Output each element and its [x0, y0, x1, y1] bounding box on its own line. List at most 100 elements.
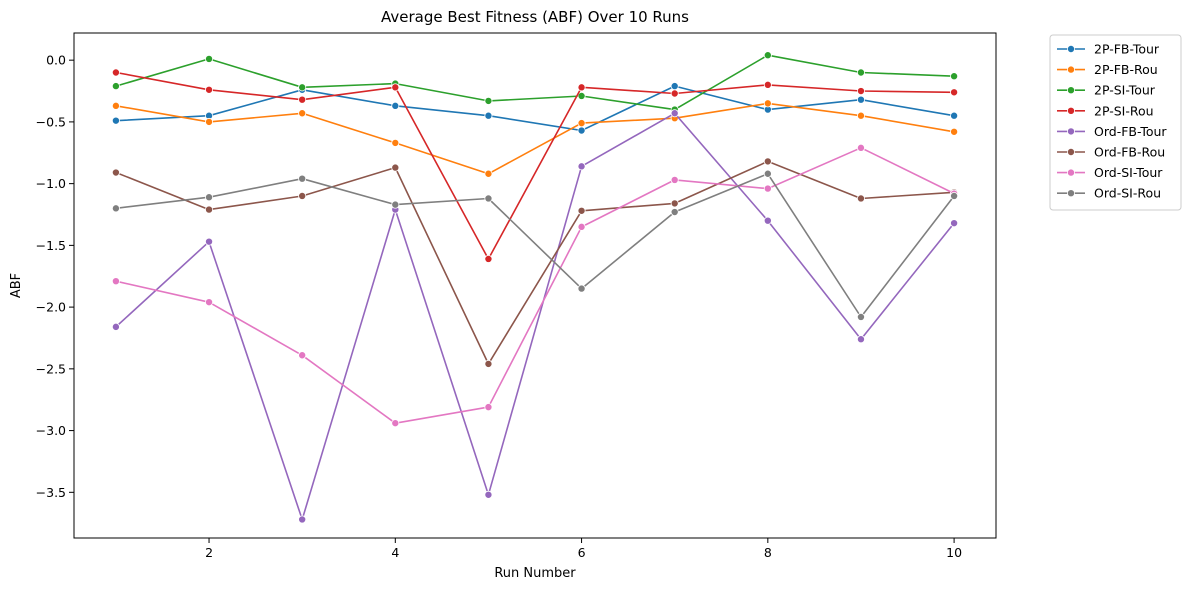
data-point [856, 312, 865, 321]
series-line [115, 112, 955, 521]
axes: 2 4 6 8 10 0.0 −0.5 −1.0 −1.5 −2.0 −2.5 −3.0 −3.5 [36, 32, 997, 560]
data-point [205, 237, 214, 246]
legend-swatch-marker [1067, 189, 1076, 198]
data-point [484, 490, 493, 499]
data-point [391, 419, 400, 428]
data-point [484, 194, 493, 203]
data-point [484, 254, 493, 263]
legend-frame [1049, 34, 1182, 211]
data-point [111, 82, 120, 91]
data-point [111, 116, 120, 125]
y-tick-label: −0.5 [36, 114, 66, 129]
data-point [670, 208, 679, 217]
data-point [298, 109, 307, 118]
data-point [391, 83, 400, 92]
data-point [298, 515, 307, 524]
legend-item: 2P-FB-Tour [1057, 42, 1160, 57]
data-point [950, 88, 959, 97]
y-tick-label: −3.0 [36, 423, 66, 438]
legend-label: 2P-FB-Tour [1094, 42, 1160, 57]
data-point [298, 351, 307, 360]
data-point [391, 200, 400, 209]
y-tick-label: −1.5 [36, 238, 66, 253]
data-point [298, 174, 307, 183]
legend-item: 2P-SI-Tour [1057, 83, 1156, 98]
data-point [484, 96, 493, 105]
legend-label: Ord-SI-Rou [1094, 186, 1161, 201]
legend-item: Ord-SI-Rou [1057, 186, 1161, 201]
data-point [391, 101, 400, 110]
legend-swatch-marker [1067, 127, 1076, 136]
y-tick-label: −1.0 [36, 176, 66, 191]
series-layer [111, 51, 959, 524]
series-line [115, 71, 955, 260]
legend-swatch-marker [1067, 168, 1076, 177]
series-line [115, 173, 955, 318]
data-point [111, 101, 120, 110]
data-point [763, 216, 772, 225]
legend-swatch-marker [1067, 45, 1076, 54]
legend-swatch-marker [1067, 147, 1076, 156]
data-point [205, 298, 214, 307]
data-point [577, 119, 586, 128]
data-point [950, 72, 959, 81]
legend-label: Ord-FB-Rou [1094, 145, 1165, 160]
data-point [670, 175, 679, 184]
data-point [205, 85, 214, 94]
x-tick-label: 2 [205, 545, 213, 560]
series-line [115, 54, 955, 111]
data-point [856, 68, 865, 77]
data-point [577, 284, 586, 293]
data-point [856, 335, 865, 344]
data-point [763, 99, 772, 108]
series-2p-si-tour [111, 51, 959, 114]
data-point [205, 117, 214, 126]
data-point [111, 168, 120, 177]
data-point [763, 80, 772, 89]
x-tick-label: 10 [946, 545, 962, 560]
data-point [950, 127, 959, 136]
y-tick-label: −2.0 [36, 300, 66, 315]
data-point [670, 89, 679, 98]
series-line [115, 102, 955, 175]
data-point [577, 222, 586, 231]
series-line [115, 160, 955, 365]
legend-item: 2P-SI-Rou [1057, 103, 1154, 118]
y-tick-label: 0.0 [46, 53, 66, 68]
data-point [950, 111, 959, 120]
series-line [115, 85, 955, 132]
data-point [111, 204, 120, 213]
series-2p-fb-rou [111, 99, 959, 178]
data-point [111, 277, 120, 286]
legend-label: 2P-SI-Tour [1094, 83, 1156, 98]
x-tick-label: 8 [764, 545, 772, 560]
data-point [391, 163, 400, 172]
data-point [577, 162, 586, 171]
data-point [577, 91, 586, 100]
x-tick-label: 4 [391, 545, 399, 560]
series-ord-si-rou [111, 169, 959, 321]
data-point [484, 169, 493, 178]
data-point [298, 83, 307, 92]
legend-label: 2P-FB-Rou [1094, 62, 1158, 77]
series-2p-fb-tour [111, 82, 959, 135]
legend-swatch-marker [1067, 86, 1076, 95]
legend-label: Ord-SI-Tour [1094, 165, 1163, 180]
data-point [298, 191, 307, 200]
data-point [856, 95, 865, 104]
legend-label: 2P-SI-Rou [1094, 103, 1154, 118]
data-point [856, 87, 865, 96]
legend-item: 2P-FB-Rou [1057, 62, 1158, 77]
data-point [391, 138, 400, 147]
data-point [484, 359, 493, 368]
x-tick-label: 6 [578, 545, 586, 560]
data-point [111, 322, 120, 331]
plot-frame [73, 32, 997, 539]
y-axis-label: ABF [9, 273, 24, 298]
data-point [670, 199, 679, 208]
data-point [298, 95, 307, 104]
data-point [856, 194, 865, 203]
series-line [115, 147, 955, 425]
